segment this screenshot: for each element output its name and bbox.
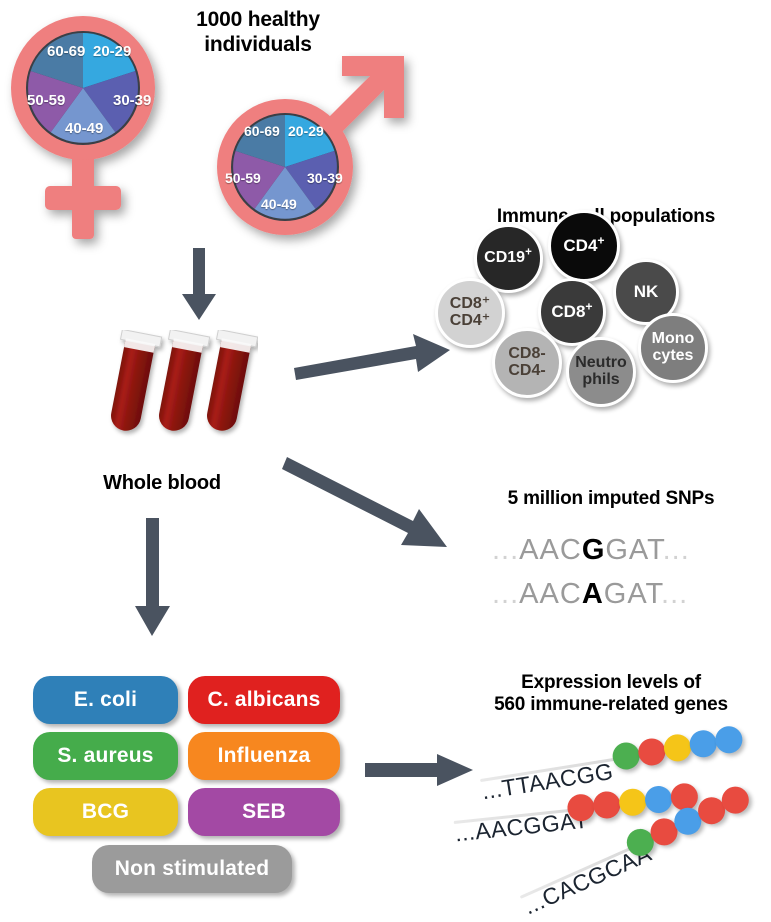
gene-bead [687, 728, 719, 760]
immune-cell-label: CD19+ [484, 246, 532, 266]
whole-blood-label: Whole blood [103, 472, 221, 494]
immune-cell-nk: NK [613, 259, 679, 325]
male-gender-symbol [200, 50, 415, 245]
snp-highlighted-allele: G [581, 534, 606, 566]
stimulus-box-s-aureus[interactable]: S. aureus [33, 732, 178, 780]
snp-highlighted-allele: A [581, 578, 604, 610]
arrow-blood-to-stimuli [132, 518, 174, 636]
stimulus-box-non-stimulated[interactable]: Non stimulated [92, 845, 292, 893]
arrow-cohort-to-blood [178, 248, 220, 320]
section-title-snps: 5 million imputed SNPs [507, 488, 715, 509]
stimulus-label: C. albicans [207, 688, 321, 711]
snp-sequence-row-variant: ...AACAGAT... [492, 578, 689, 610]
arrow-blood-to-immune [292, 330, 452, 380]
immune-cell-label: CD8- CD4- [508, 345, 546, 379]
arrow-stimuli-to-expression [365, 752, 475, 788]
stimulus-box-e-coli[interactable]: E. coli [33, 676, 178, 724]
stimulus-label: BCG [81, 800, 130, 823]
snp-sequence-row-reference: ...AACGGAT... [492, 534, 690, 566]
immune-cell-label: CD8⁺ CD4⁺ [449, 295, 491, 329]
gene-bead [610, 740, 642, 772]
immune-cell-neutrophils: Neutro phils [566, 337, 636, 407]
female-gender-symbol [8, 10, 188, 250]
gene-bead [643, 784, 674, 815]
gene-bead [713, 724, 745, 756]
immune-cell-cd4-pos: CD4+ [548, 210, 620, 282]
immune-cell-cd8-pos: CD8+ [538, 278, 606, 346]
stimulus-label: SEB [242, 800, 286, 823]
stimulus-label: S. aureus [57, 744, 154, 767]
age-pie-male [233, 115, 337, 219]
immune-cell-label: Mono cytes [651, 330, 695, 364]
stimulus-label: Non stimulated [114, 857, 270, 880]
arrow-blood-to-snps [282, 455, 452, 555]
section-title-immune-cell-populations: Immune cell populations [496, 206, 716, 227]
stimulus-box-c-albicans[interactable]: C. albicans [188, 676, 340, 724]
immune-cell-cd19-pos: CD19+ [473, 223, 543, 293]
gene-bead [591, 790, 622, 820]
immune-cell-label: CD8+ [551, 299, 593, 321]
stimulus-box-seb[interactable]: SEB [188, 788, 340, 836]
immune-cell-label: Neutro phils [575, 354, 627, 388]
immune-cell-monocytes: Mono cytes [638, 313, 708, 383]
immune-cell-label: NK [633, 281, 659, 301]
immune-cell-cd8-cd4-neg: CD8- CD4- [492, 328, 562, 398]
age-pie-female [28, 33, 138, 143]
page-title-cohort: 1000 healthy individuals [196, 8, 320, 56]
gene-bead [617, 787, 648, 818]
stimulus-label: E. coli [73, 688, 138, 711]
immune-cell-label: CD4+ [563, 233, 605, 255]
section-title-expression-levels: Expression levels of 560 immune-related … [494, 672, 728, 716]
stimulus-box-bcg[interactable]: BCG [33, 788, 178, 836]
stimulus-label: Influenza [217, 744, 311, 767]
stimulus-box-influenza[interactable]: Influenza [188, 732, 340, 780]
immune-cell-cd8-cd4-pos: CD8⁺ CD4⁺ [435, 278, 505, 348]
whole-blood-tubes [108, 328, 259, 455]
gene-bead [636, 736, 668, 768]
gene-bead [662, 732, 693, 764]
